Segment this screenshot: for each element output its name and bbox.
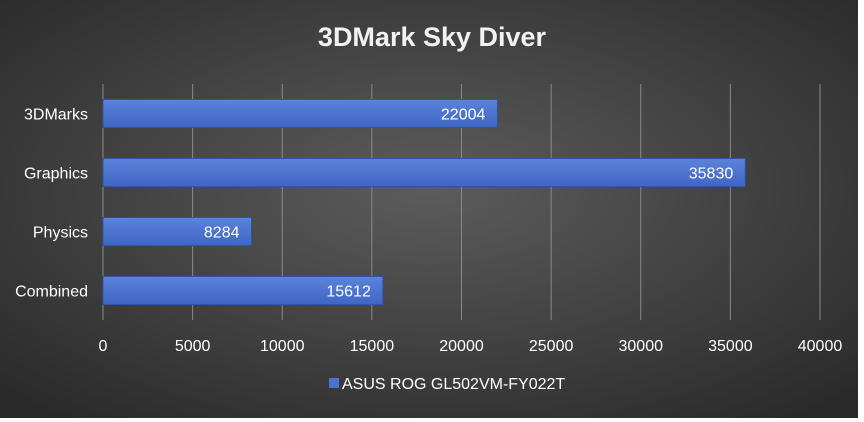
value-axis: 0 5000 10000 15000 20000 25000 30000 35000 40000 xyxy=(99,338,843,355)
x-tick-label: 25000 xyxy=(529,338,574,355)
x-tick-label: 5000 xyxy=(175,338,211,355)
legend: ASUS ROG GL502VM-FY022T xyxy=(329,376,565,393)
legend-swatch xyxy=(329,378,339,388)
data-label: 35830 xyxy=(689,166,734,183)
x-tick-label: 15000 xyxy=(350,338,395,355)
data-label: 22004 xyxy=(441,107,486,124)
x-tick-label: 30000 xyxy=(619,338,664,355)
x-tick-label: 0 xyxy=(99,338,108,355)
bar xyxy=(102,158,746,187)
category-label: Combined xyxy=(15,284,88,301)
category-label: 3DMarks xyxy=(24,107,88,124)
category-axis: 3DMarks Graphics Physics Combined xyxy=(15,107,88,301)
category-label: Physics xyxy=(33,225,88,242)
x-tick-label: 40000 xyxy=(798,338,843,355)
chart-title: 3DMark Sky Diver xyxy=(318,22,547,52)
bars xyxy=(102,99,746,305)
data-label: 15612 xyxy=(326,284,371,301)
bar xyxy=(102,276,384,305)
x-tick-label: 20000 xyxy=(439,338,484,355)
x-tick-label: 10000 xyxy=(260,338,305,355)
data-label: 8284 xyxy=(204,225,240,242)
x-tick-label: 35000 xyxy=(708,338,753,355)
legend-label: ASUS ROG GL502VM-FY022T xyxy=(342,376,565,393)
category-label: Graphics xyxy=(24,166,88,183)
data-labels: 22004 35830 8284 15612 xyxy=(204,107,733,301)
bar xyxy=(102,99,498,128)
bar xyxy=(102,217,252,246)
